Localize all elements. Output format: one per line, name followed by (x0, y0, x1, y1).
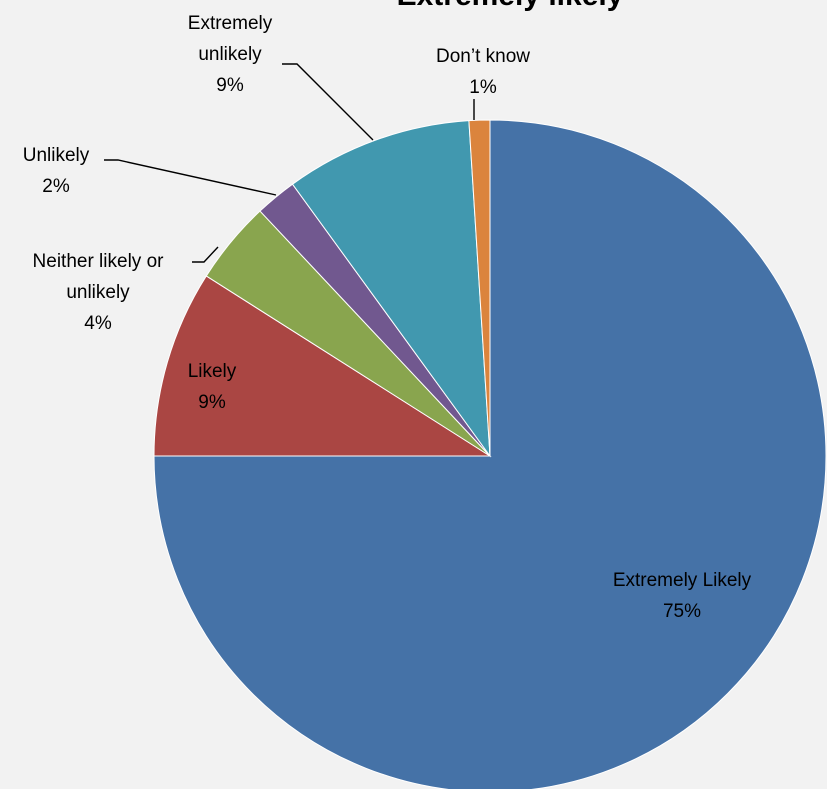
slice-label-neither-likely-or-unlikely: Neither likely or unlikely 4% (33, 251, 165, 334)
chart-title: Extremely likely (397, 0, 624, 12)
slice-label-extremely-unlikely: Extremely unlikely 9% (188, 13, 273, 96)
slice-label-extremely-likely: Extremely Likely 75% (613, 570, 752, 622)
slice-labels: Extremely Likely 75% Likely 9% Neither likel… (23, 13, 752, 622)
pie-slice-likely (153, 275, 492, 457)
leader-lines (104, 63, 475, 263)
pie-slices (153, 119, 827, 789)
slice-label-likely: Likely 9% (188, 361, 237, 413)
pie-slice-extremely-unlikely (291, 120, 491, 458)
slice-label-don-t-know: Don’t know 1% (436, 46, 530, 98)
pie-slice-don-t-know (468, 119, 491, 457)
leader-line-unlikely (104, 159, 277, 196)
leader-line-extremely-unlikely (282, 63, 374, 141)
leader-line-neither (192, 246, 219, 263)
slice-label-unlikely: Unlikely 2% (23, 145, 90, 197)
pie-slice-extremely-likely (153, 119, 827, 789)
